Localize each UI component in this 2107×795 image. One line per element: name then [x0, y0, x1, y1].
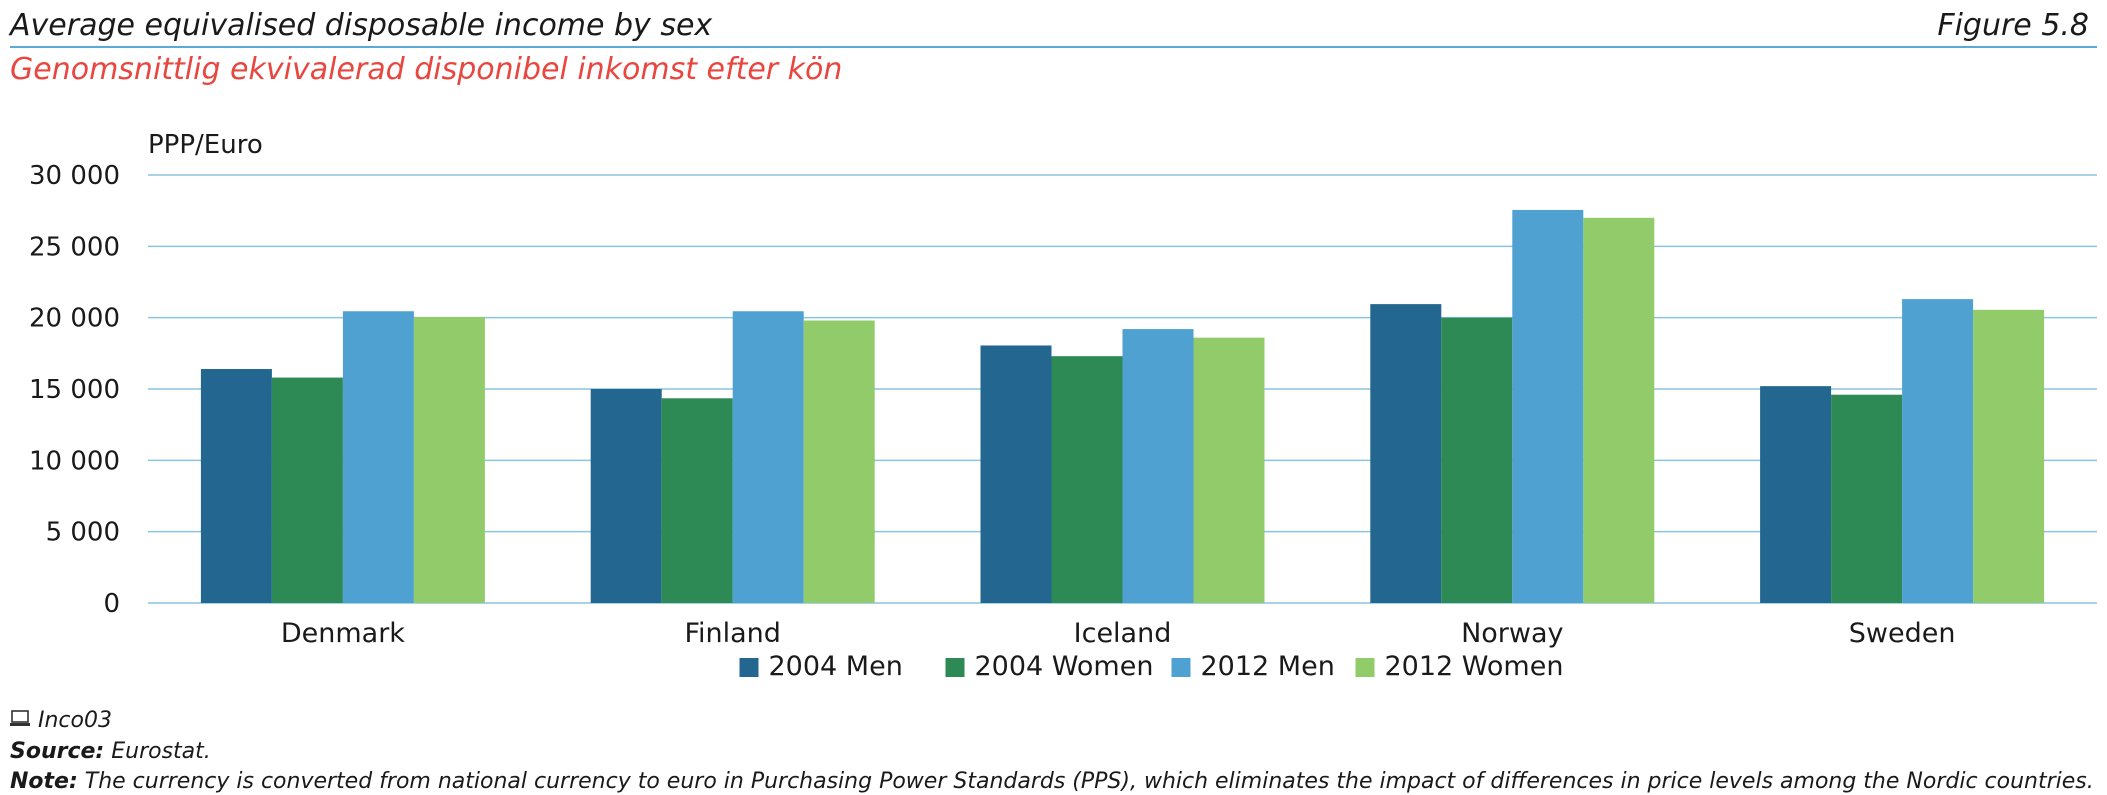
bar	[1902, 299, 1974, 603]
source-line: Source: Eurostat.	[10, 739, 211, 764]
bar	[1441, 317, 1513, 603]
x-tick-label: Sweden	[1849, 618, 1956, 649]
x-tick-label: Norway	[1461, 618, 1563, 649]
bar	[200, 369, 272, 603]
bar-chart: PPP/Euro 0 5 000 10 000 15 000 20 000 25 000 30…	[29, 130, 2097, 682]
source-text: Eurostat.	[111, 739, 211, 764]
bar	[1512, 209, 1584, 603]
legend-label: 2012 Women	[1385, 651, 1564, 682]
ref-code: Inco03	[10, 708, 112, 734]
y-tick-label: 5 000	[46, 518, 120, 548]
computer-icon	[10, 709, 30, 734]
chart-title: Average equivalised disposable income by…	[10, 8, 713, 43]
note-text: The currency is converted from national …	[84, 769, 2094, 794]
bar	[1193, 337, 1265, 603]
legend-swatch	[1355, 658, 1375, 677]
bar	[661, 398, 733, 603]
chart-header: Average equivalised disposable income by…	[10, 4, 2097, 48]
bar	[1583, 217, 1655, 604]
legend-swatch	[1171, 658, 1191, 677]
x-tick-label: Denmark	[281, 618, 405, 649]
bar	[1051, 356, 1123, 603]
chart-subtitle: Genomsnittlig ekvivalerad disponibel ink…	[10, 52, 843, 87]
legend-swatch	[945, 658, 965, 677]
bar	[342, 311, 414, 603]
ref-code-text: Inco03	[38, 708, 112, 733]
note-label: Note:	[10, 769, 78, 794]
y-tick-label: 0	[103, 589, 120, 619]
y-tick-label: 20 000	[29, 304, 120, 334]
bar	[1122, 329, 1194, 603]
legend-label: 2004 Men	[769, 651, 903, 682]
y-tick-label: 10 000	[29, 446, 120, 476]
y-axis-label: PPP/Euro	[148, 130, 263, 160]
y-tick-label: 30 000	[29, 161, 120, 191]
y-tick-label: 15 000	[29, 375, 120, 405]
legend-label: 2004 Women	[975, 651, 1154, 682]
note-line: Note: The currency is converted from nat…	[10, 769, 2094, 794]
bar	[732, 311, 804, 603]
bar	[1831, 394, 1903, 603]
bar	[413, 316, 485, 603]
y-tick-label: 25 000	[29, 232, 120, 262]
bar	[1760, 386, 1832, 603]
source-label: Source:	[10, 739, 105, 764]
bar	[803, 320, 875, 603]
bar	[1973, 309, 2045, 603]
bar	[271, 377, 343, 603]
x-tick-label: Iceland	[1074, 618, 1172, 649]
bar	[1370, 304, 1442, 603]
bar	[590, 389, 662, 603]
bar	[980, 345, 1052, 603]
figure-number: Figure 5.8	[1937, 8, 2089, 43]
legend-label: 2012 Men	[1201, 651, 1335, 682]
x-tick-label: Finland	[684, 618, 780, 649]
legend-swatch	[739, 658, 759, 677]
